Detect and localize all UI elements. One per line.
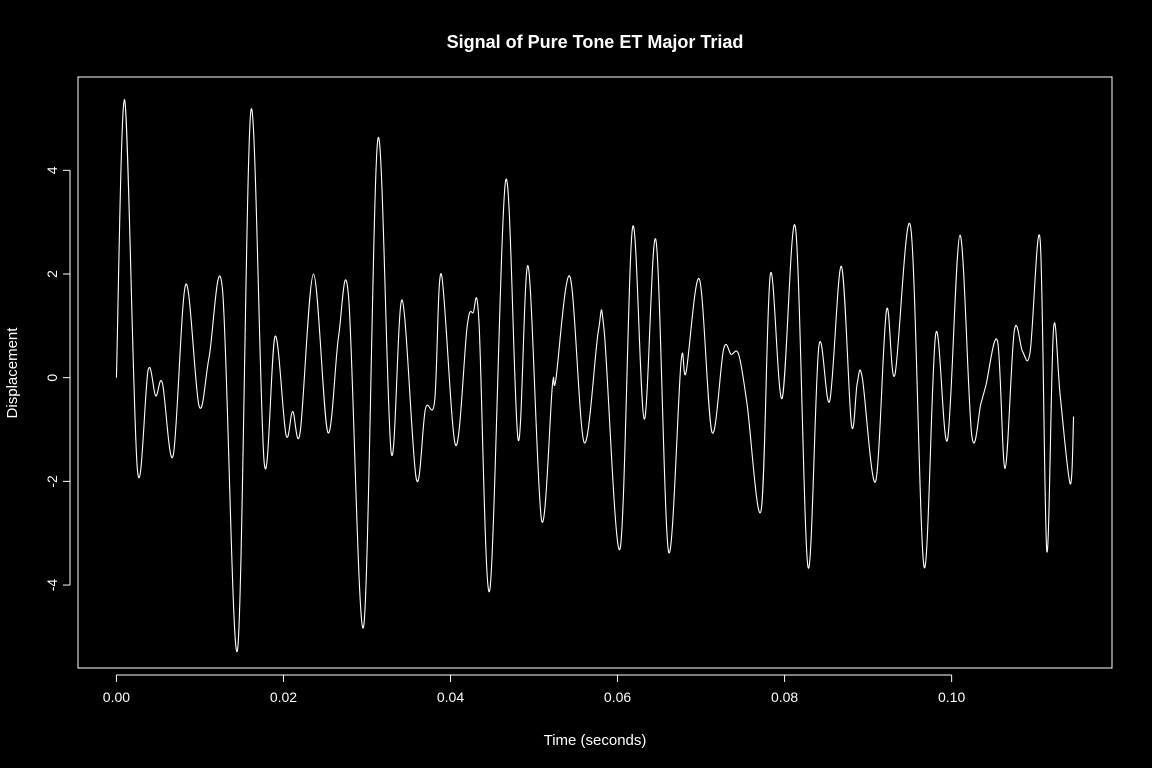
plot-frame [77,76,1113,669]
x-tick-label: 0.04 [437,689,464,705]
chart-title: Signal of Pure Tone ET Major Triad [447,32,744,52]
x-tick-label: 0.06 [604,689,631,705]
x-tick-label: 0.00 [103,689,130,705]
y-tick-label: 4 [44,166,60,174]
y-axis-label: Displacement [4,327,21,419]
y-tick-label: 2 [44,270,60,278]
signal-series-line [115,99,1075,653]
y-tick-label: 0 [44,374,60,382]
y-tick-label: -2 [44,475,60,488]
x-tick-label: 0.10 [938,689,965,705]
x-tick-label: 0.02 [270,689,297,705]
x-tick-label: 0.08 [771,689,798,705]
x-axis-label: Time (seconds) [544,732,647,749]
x-axis: 0.00 0.02 0.04 0.06 0.08 0.10 [103,674,965,705]
y-tick-label: -4 [44,579,60,592]
y-axis: -4 -2 0 2 4 [44,166,71,592]
